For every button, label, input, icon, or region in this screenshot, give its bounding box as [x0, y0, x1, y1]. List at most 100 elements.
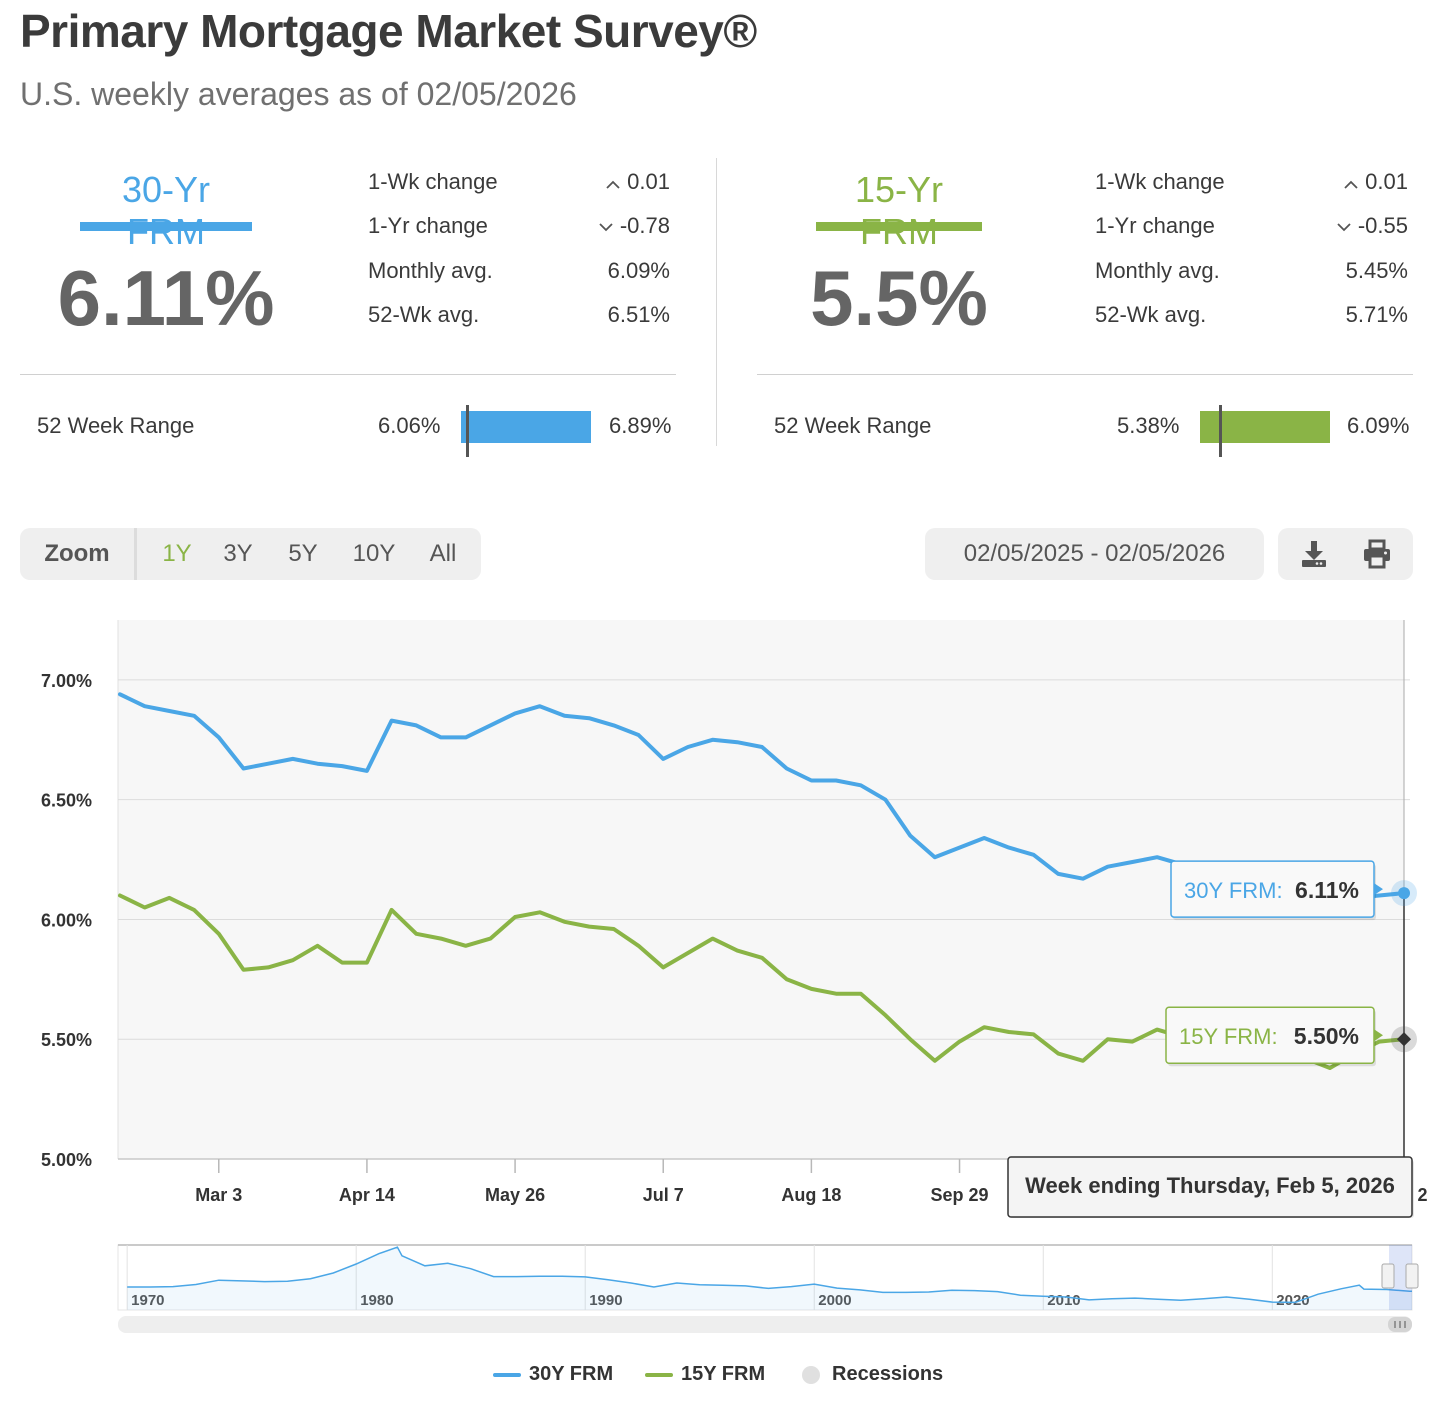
navigator-year-label: 2000 [818, 1292, 851, 1309]
tooltip-pointer [1374, 883, 1383, 896]
frm15-panel: 15-Yr FRM 5.5% 1-Wk change 0.01 1-Yr chang… [757, 155, 1413, 457]
frm15-range-low: 5.38% [1117, 413, 1180, 438]
stat-label: Monthly avg. [1095, 258, 1220, 283]
navigator-line [127, 1246, 1412, 1304]
date-range-field[interactable]: 02/05/2025 - 02/05/2026 [925, 528, 1264, 580]
frm30-underline [80, 222, 252, 231]
stat-value-text: 6.51% [607, 302, 670, 327]
legend-30y-label: 30Y FRM [529, 1363, 614, 1385]
zoom-label: Zoom [20, 528, 137, 580]
frm30-range-marker [466, 405, 469, 457]
legend-item-15y[interactable]: 15Y FRM [645, 1360, 765, 1388]
frm30-name: 30-Yr FRM [121, 169, 211, 252]
tooltip-label: 30Y FRM: [1184, 878, 1283, 903]
stat-label: 1-Wk change [1095, 169, 1225, 194]
tooltip-30y: 30Y FRM: 6.11% [1170, 860, 1383, 921]
chevron-down-icon [598, 218, 614, 238]
stat-label: 1-Yr change [1095, 213, 1215, 238]
frm30-panel: 30-Yr FRM 6.11% 1-Wk change 0.01 1-Yr chan… [20, 155, 676, 457]
stat-value: 5.71% [1346, 302, 1408, 328]
navigator[interactable]: 1970 1980 1990 2000 2010 2020 [117, 1244, 1419, 1333]
frm15-name: 15-Yr FRM [854, 169, 944, 252]
y-tick-label: 5.00% [41, 1150, 92, 1170]
stat-label: 1-Yr change [368, 213, 488, 238]
legend-item-recessions[interactable]: Recessions [802, 1360, 943, 1388]
zoom-selector: Zoom 1Y 3Y 5Y 10Y All [20, 528, 481, 580]
x-tick-label: Jul 7 [643, 1185, 684, 1205]
frm15-divider [757, 374, 1413, 375]
y-tick-label: 6.00% [41, 910, 92, 930]
x-tick-label: Mar 3 [195, 1185, 242, 1205]
frm15-rate: 5.5% [810, 254, 988, 342]
y-axis-labels: 7.00% 6.50% 6.00% 5.50% 5.00% [41, 671, 92, 1170]
navigator-selection[interactable] [1389, 1245, 1412, 1310]
x-tick-label: Aug 18 [781, 1185, 841, 1205]
download-icon[interactable] [1298, 538, 1330, 570]
frm30-range-low: 6.06% [378, 413, 441, 438]
date-label-box [1007, 1156, 1413, 1218]
navigator-year-label: 1990 [589, 1292, 622, 1309]
tooltip-15y: 15Y FRM: 5.50% [1165, 1006, 1383, 1067]
legend-30y-swatch [493, 1372, 521, 1377]
stat-label: 52-Wk avg. [368, 302, 480, 327]
stat-value: 5.45% [1346, 258, 1408, 284]
page-title: Primary Mortgage Market Survey® [20, 5, 757, 57]
navigator-area [127, 1247, 1413, 1310]
stat-value: -0.55 [1336, 213, 1408, 239]
x-tick-label: May 26 [485, 1185, 545, 1205]
frm30-range-bar [461, 411, 591, 443]
frm15-underline [816, 222, 982, 231]
rate-chart[interactable]: 7.00% 6.50% 6.00% 5.50% 5.00% Mar 3 Apr 14 May… [0, 600, 1456, 1350]
stat-value-text: 0.01 [627, 169, 670, 194]
stat-label: Monthly avg. [368, 258, 493, 283]
y-tick-label: 5.50% [41, 1030, 92, 1050]
zoom-1y-button[interactable]: 1Y [162, 540, 192, 567]
tooltip-value: 5.50% [1294, 1023, 1359, 1049]
stat-label: 52-Wk avg. [1095, 302, 1207, 327]
stat-value-text: 5.45% [1345, 258, 1408, 283]
stat-value: 0.01 [605, 169, 670, 195]
tooltip-value: 6.11% [1295, 877, 1359, 903]
stat-value: -0.78 [598, 213, 670, 239]
stat-value: 0.01 [1343, 169, 1408, 195]
zoom-3y-button[interactable]: 3Y [223, 540, 253, 567]
tooltip-pointer [1374, 1029, 1383, 1042]
stat-value: 6.09% [608, 258, 670, 284]
navigator-year-label: 2020 [1276, 1292, 1309, 1309]
stat-label: 1-Wk change [368, 169, 498, 194]
legend-15y-swatch [645, 1372, 673, 1377]
frm15-range-label: 52 Week Range [774, 413, 932, 438]
frm30-rate: 6.11% [57, 254, 275, 342]
navigator-scrollbar-track[interactable] [118, 1316, 1412, 1333]
navigator-handle-right[interactable] [1405, 1263, 1419, 1289]
stat-value-text: -0.55 [1357, 213, 1408, 238]
tooltips: 30Y FRM: 6.11% 15Y FRM: 5.50% Week ending Th… [1007, 620, 1417, 1218]
chart-legend: 30Y FRM 15Y FRM Recessions [0, 1360, 1456, 1390]
chevron-up-icon [1343, 174, 1359, 194]
legend-recessions-dot [802, 1365, 820, 1384]
legend-item-30y[interactable]: 30Y FRM [493, 1360, 613, 1388]
chart-tools [1278, 528, 1413, 580]
frm15-range-high: 6.09% [1347, 413, 1410, 438]
chevron-up-icon [605, 174, 621, 194]
navigator-handle-left[interactable] [1381, 1263, 1395, 1289]
date-label-text: Week ending Thursday, Feb 5, 2026 [1025, 1173, 1395, 1198]
x-tick-label: Apr 14 [339, 1185, 395, 1205]
stat-value-text: 0.01 [1365, 169, 1408, 194]
page-subtitle: U.S. weekly averages as of 02/05/2026 [20, 76, 577, 112]
stat-value-text: 5.71% [1345, 302, 1408, 327]
legend-15y-label: 15Y FRM [681, 1363, 766, 1385]
y-tick-label: 7.00% [41, 671, 92, 691]
crosshair-date-label: Week ending Thursday, Feb 5, 2026 [1007, 1156, 1414, 1218]
frm15-range-marker [1219, 405, 1223, 457]
hover-point-30y [1398, 887, 1410, 900]
frm30-range-label: 52 Week Range [37, 413, 195, 438]
zoom-5y-button[interactable]: 5Y [288, 540, 318, 567]
y-tick-label: 6.50% [41, 791, 92, 811]
zoom-all-button[interactable]: All [429, 540, 457, 567]
stat-value-text: -0.78 [619, 213, 670, 238]
zoom-10y-button[interactable]: 10Y [352, 540, 396, 567]
tooltip-label: 15Y FRM: [1179, 1024, 1278, 1049]
panel-divider [716, 158, 717, 446]
print-icon[interactable] [1361, 538, 1393, 570]
